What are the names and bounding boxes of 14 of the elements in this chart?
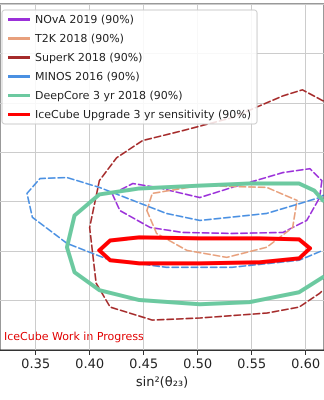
legend-label: T2K 2018 (90%) [34,32,124,45]
legend-label: NOvA 2019 (90%) [35,13,134,26]
x-tick-label: 0.60 [291,357,320,372]
legend-label: DeepCore 3 yr 2018 (90%) [35,89,182,102]
x-tick-label: 0.40 [75,357,104,372]
x-tick-label: 0.45 [129,357,158,372]
annotation: IceCube Work in Progress [4,330,144,343]
x-tick-label: 0.55 [237,357,266,372]
legend-label: IceCube Upgrade 3 yr sensitivity (90%) [35,108,252,121]
legend-label: SuperK 2018 (90%) [35,51,142,64]
x-tick-label: 0.35 [21,357,50,372]
x-axis-title: sin²(θ₂₃) [136,375,188,390]
x-tick-label: 0.50 [183,357,212,372]
legend-label: MINOS 2016 (90%) [35,70,140,83]
